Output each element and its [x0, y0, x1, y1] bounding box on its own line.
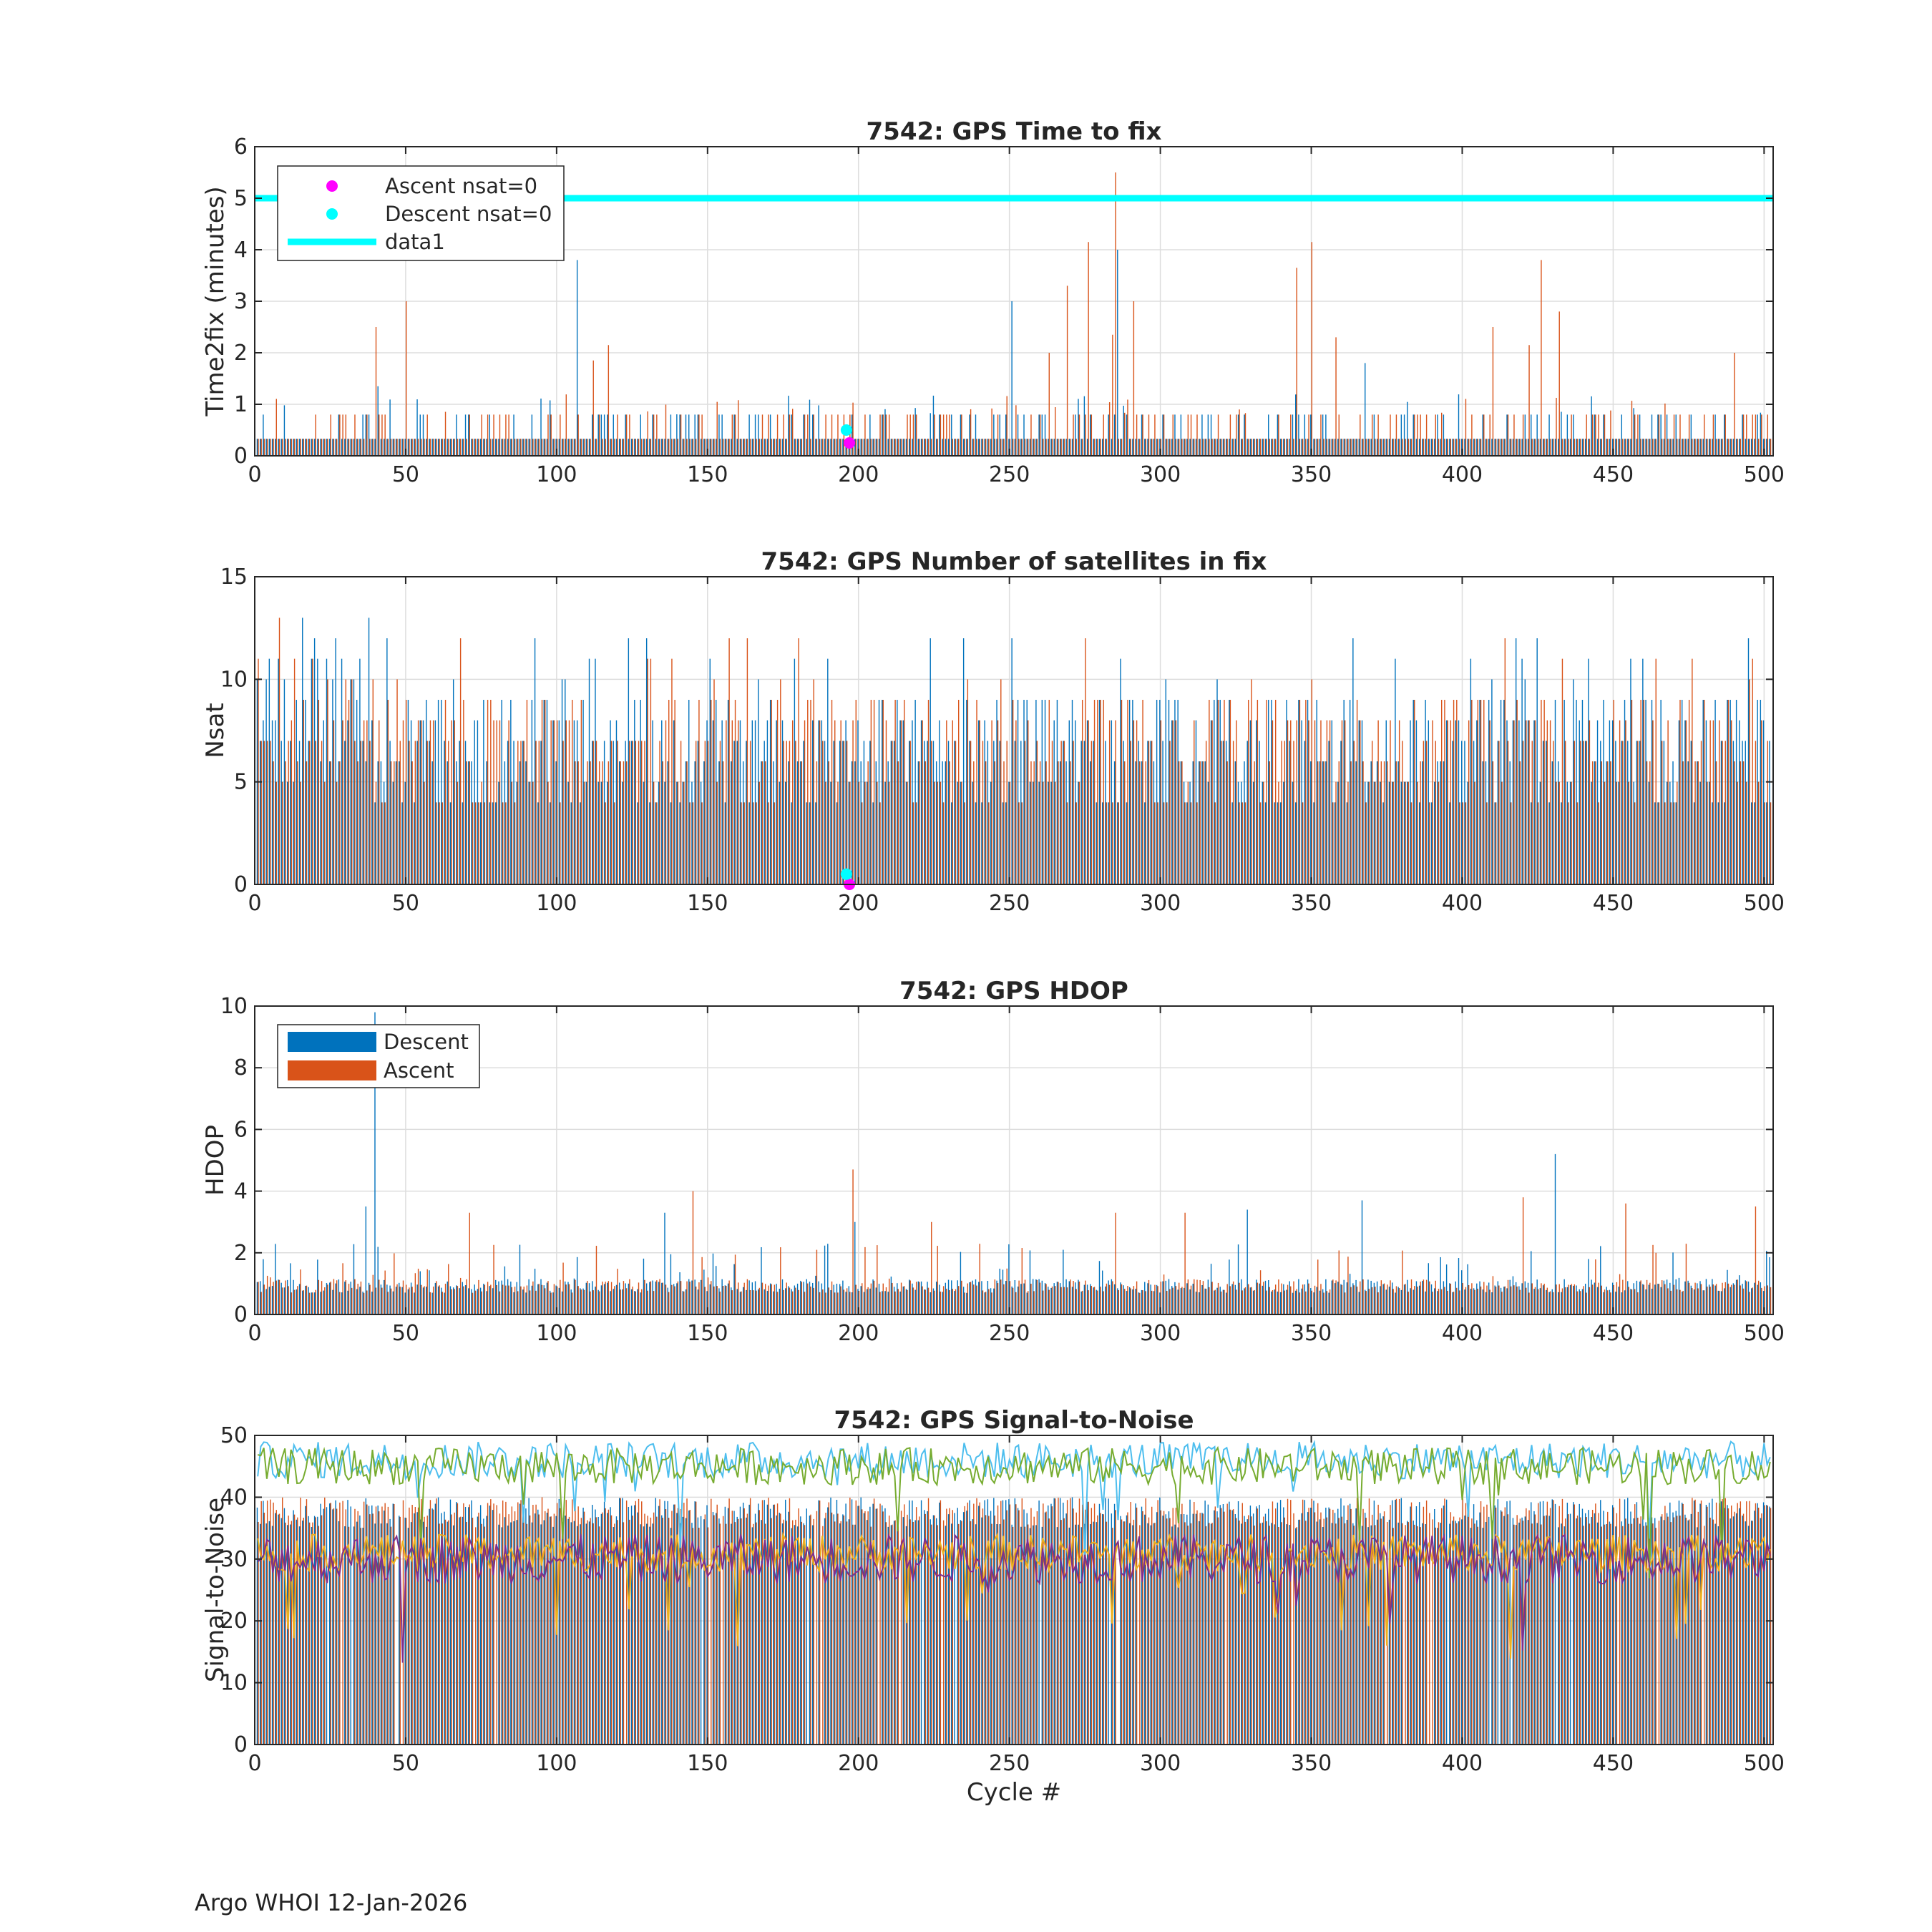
x-tick-label: 300	[1140, 1321, 1181, 1346]
y-tick-label: 0	[234, 444, 248, 469]
y-tick-label: 2	[234, 1241, 248, 1266]
bar-series	[256, 1497, 1772, 1745]
y-tick-label: 1	[234, 392, 248, 417]
x-tick-label: 500	[1744, 891, 1785, 916]
y-tick-label: 2	[234, 341, 248, 366]
x-tick-label: 150	[687, 462, 728, 487]
y-tick-label: 10	[220, 667, 248, 692]
legend: Descent Ascent	[277, 1024, 480, 1088]
y-axis-label: Nsat	[201, 703, 230, 758]
x-tick-label: 150	[687, 891, 728, 916]
legend-label: data1	[385, 230, 445, 254]
plot-area	[255, 1435, 1773, 1745]
x-tick-label: 150	[687, 1321, 728, 1346]
chart-title: 7542: GPS HDOP	[899, 977, 1128, 1005]
legend-swatch-ascent	[288, 1060, 376, 1080]
y-tick-label: 6	[234, 1117, 248, 1142]
x-tick-label: 200	[838, 462, 879, 487]
y-tick-label: 0	[234, 872, 248, 897]
y-tick-label: 5	[234, 770, 248, 795]
legend-label: Descent nsat=0	[385, 202, 552, 226]
x-tick-label: 200	[838, 1321, 879, 1346]
legend-swatch-descent	[288, 1032, 376, 1052]
x-tick-label: 0	[248, 891, 261, 916]
panel-hdop: 0 50 100 150 200 250 300 350 400 450 500 0 2 4 6 8 10 754…	[201, 977, 1785, 1346]
bar-series	[256, 1012, 1772, 1314]
x-tick-label: 250	[989, 1321, 1030, 1346]
legend-marker-ascent	[326, 180, 338, 192]
y-tick-label: 4	[234, 238, 248, 263]
x-tick-label: 450	[1593, 1321, 1634, 1346]
y-tick-label: 3	[234, 289, 248, 314]
x-tick-label: 450	[1593, 891, 1634, 916]
x-tick-label: 200	[838, 891, 879, 916]
legend-marker-descent	[326, 208, 338, 220]
bar-series	[256, 618, 1772, 884]
panel-time2fix: 0 50 100 150 200 250 300 350 400 450 500 0 1 2 3 4 5 6 754…	[201, 117, 1785, 487]
legend-label: Ascent	[384, 1058, 454, 1083]
plot-area	[255, 577, 1773, 884]
x-tick-label: 50	[392, 1321, 419, 1346]
marker-descent-nsat0	[840, 868, 852, 880]
x-tick-label: 500	[1744, 1321, 1785, 1346]
axes-box	[254, 1005, 1774, 1315]
y-tick-label: 8	[234, 1055, 248, 1080]
x-tick-label: 300	[1140, 891, 1181, 916]
marker-descent-nsat0	[840, 424, 852, 436]
panel-snr: 0 50 100 150 200 250 300 350 400 450 5000102030405…	[201, 1406, 1785, 1807]
legend-label: Descent	[384, 1030, 469, 1054]
x-tick-label: 0	[248, 462, 261, 487]
y-tick-label: 4	[234, 1179, 248, 1204]
y-axis-label: Time2fix (minutes)	[201, 186, 230, 416]
marker-ascent-nsat0	[844, 437, 856, 449]
x-tick-label: 250	[989, 462, 1030, 487]
bar-series	[256, 172, 1772, 456]
panel-nsat: 0 50 100 150 200 250 300 350 400 450 500 0 5 10 15 7542…	[201, 547, 1785, 916]
y-tick-label: 5	[234, 186, 248, 211]
y-axis-label: HDOP	[201, 1125, 230, 1196]
y-tick-label: 10	[220, 994, 248, 1019]
legend: Ascent nsat=0 Descent nsat=0 data1	[277, 165, 565, 261]
x-tick-label: 450	[1593, 462, 1634, 487]
legend-label: Ascent nsat=0	[385, 174, 537, 198]
x-tick-label: 50	[392, 891, 419, 916]
x-tick-label: 400	[1442, 462, 1483, 487]
axes-box	[254, 576, 1774, 885]
x-tick-label: 400	[1442, 891, 1483, 916]
plot-area	[255, 1006, 1773, 1314]
chart-title: 7542: GPS Time to fix	[867, 117, 1162, 146]
x-tick-label: 350	[1291, 891, 1332, 916]
y-tick-label: 0	[234, 1302, 248, 1327]
x-tick-label: 100	[536, 891, 577, 916]
x-tick-label: 350	[1291, 462, 1332, 487]
y-tick-label: 6	[234, 135, 248, 160]
x-tick-label: 50	[392, 462, 419, 487]
x-tick-label: 100	[536, 462, 577, 487]
x-tick-label: 250	[989, 891, 1030, 916]
x-tick-label: 300	[1140, 462, 1181, 487]
x-tick-label: 0	[248, 1321, 261, 1346]
x-tick-label: 500	[1744, 462, 1785, 487]
x-tick-label: 400	[1442, 1321, 1483, 1346]
x-tick-label: 100	[536, 1321, 577, 1346]
chart-title: 7542: GPS Number of satellites in fix	[761, 547, 1267, 576]
y-tick-label: 15	[220, 565, 248, 590]
x-tick-label: 350	[1291, 1321, 1332, 1346]
